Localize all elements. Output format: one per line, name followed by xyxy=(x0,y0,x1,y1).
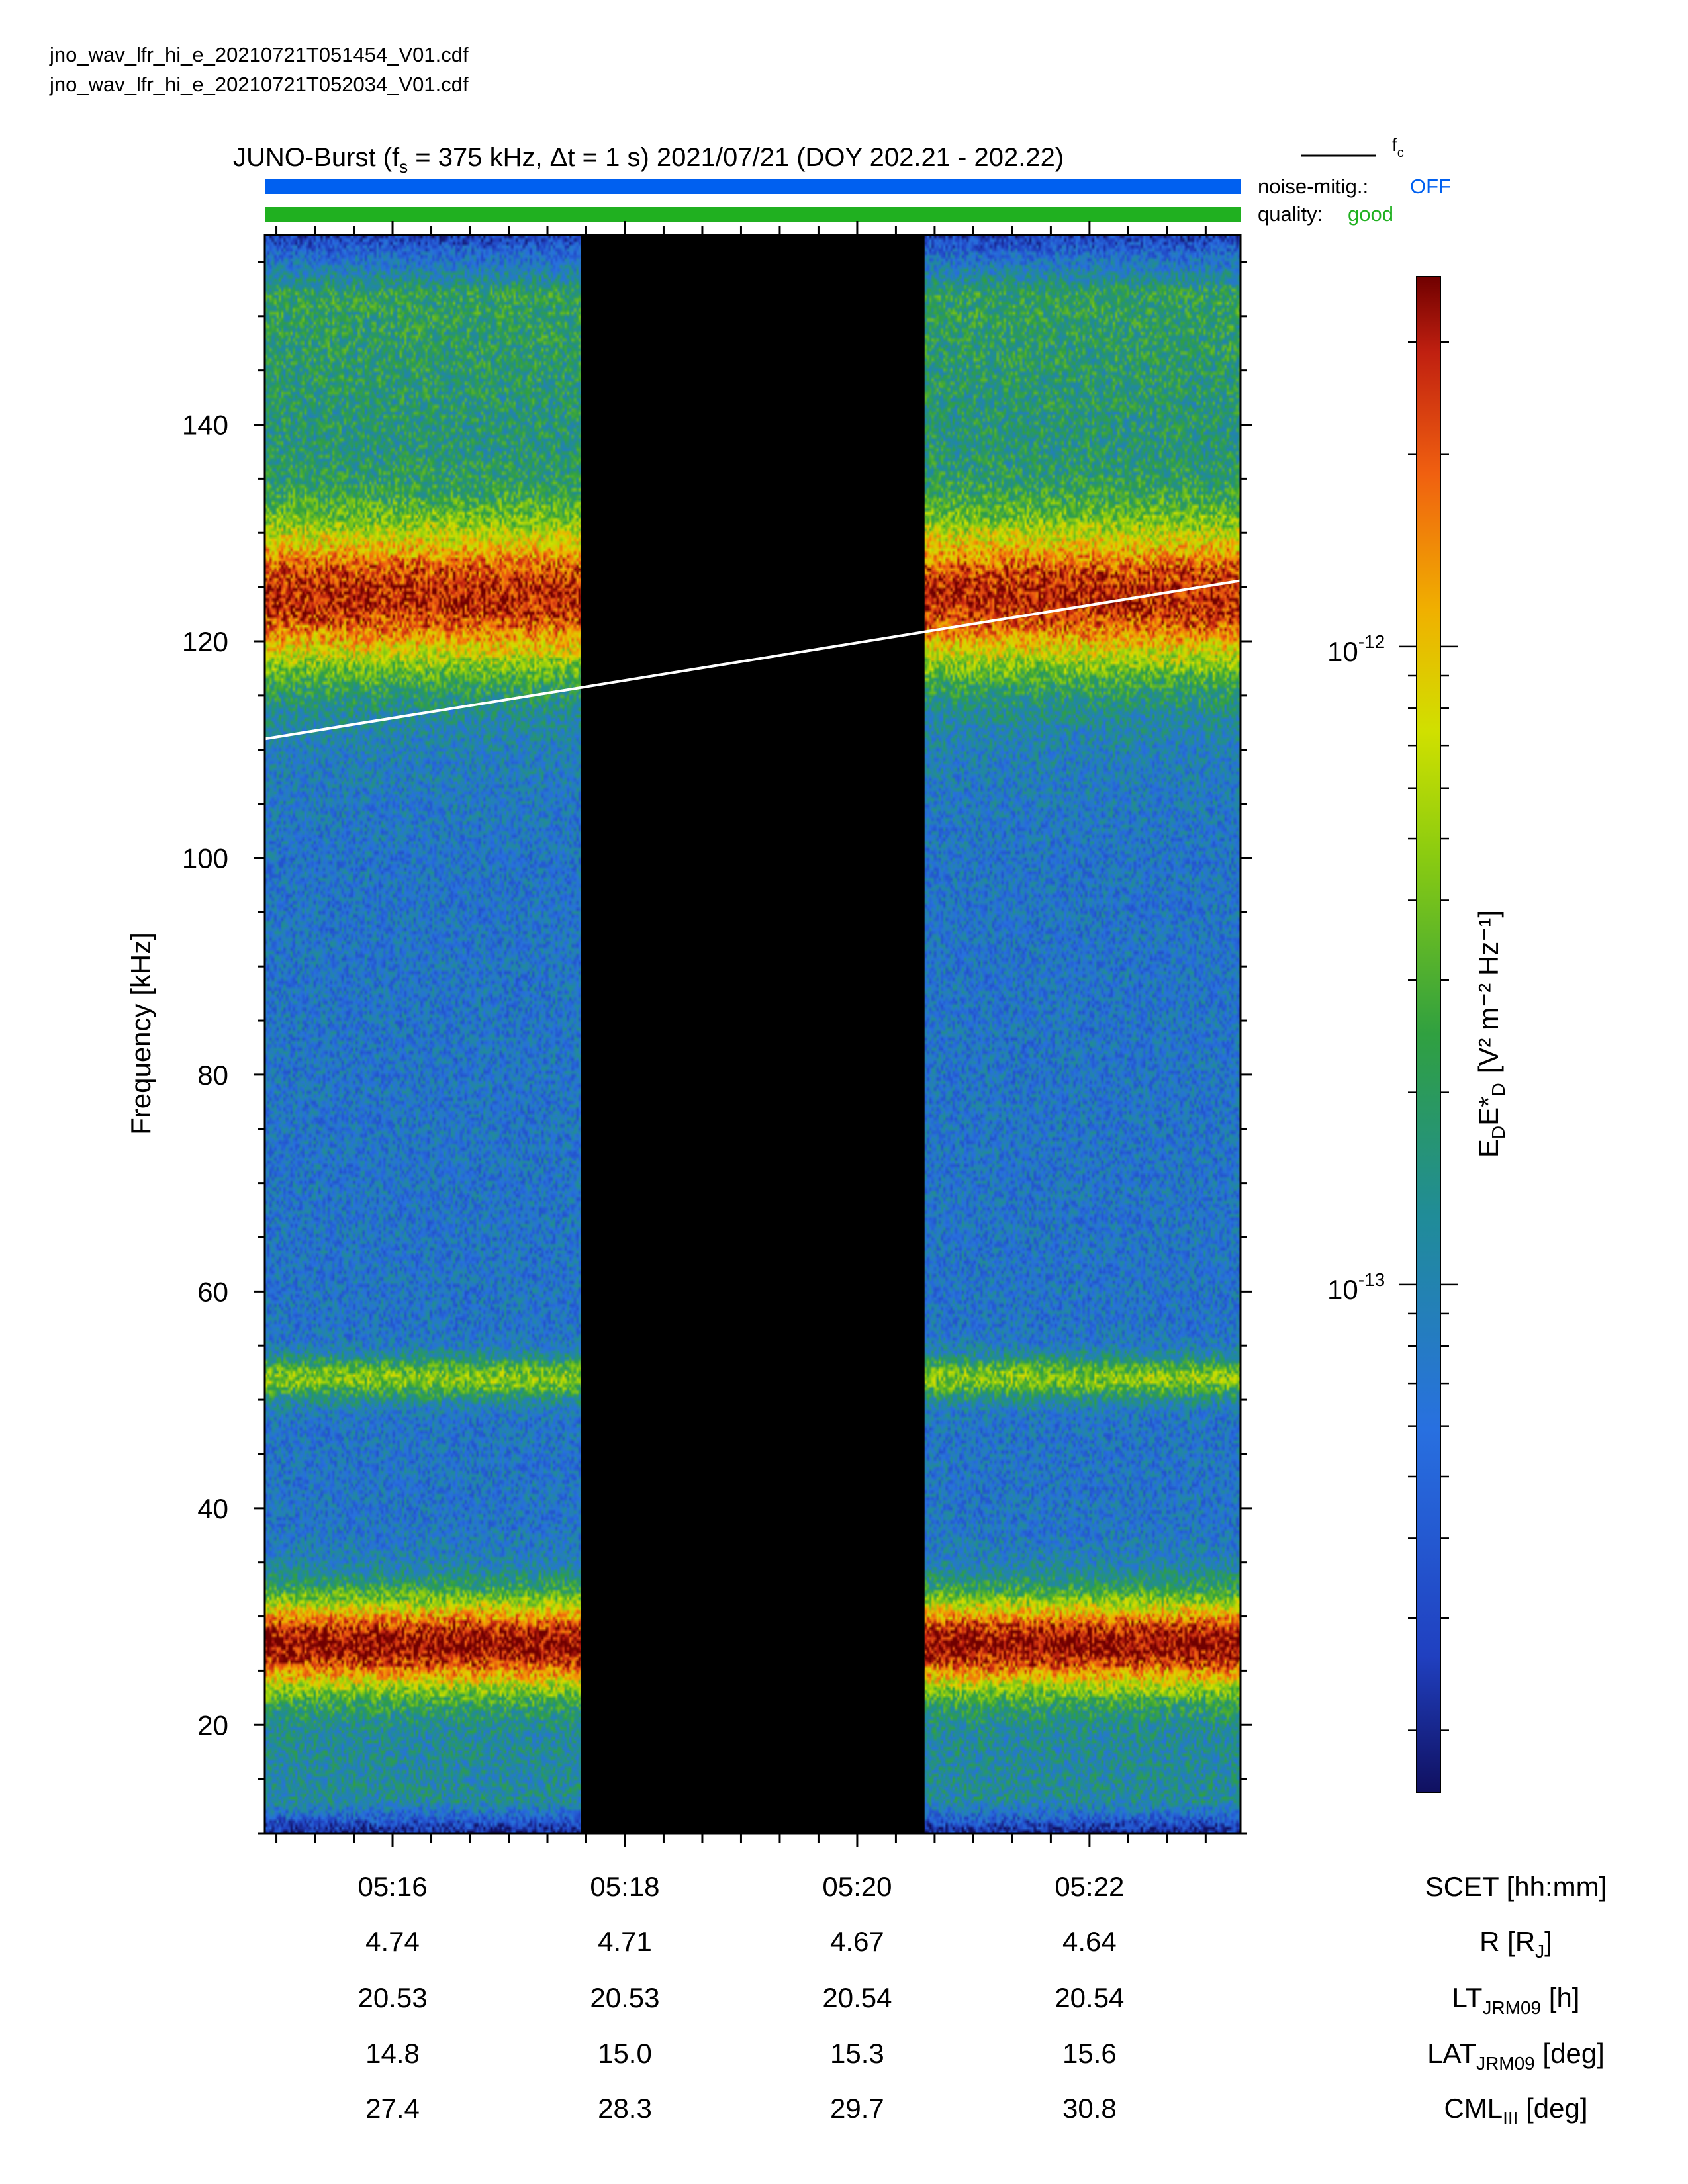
ephemeris-table: 05:16 05:18 05:20 05:22 SCET [hh:mm] 4.74 4.71… xyxy=(357,1871,1607,2128)
ephemeris-value: 15.3 xyxy=(830,2038,884,2069)
quality-label: quality: xyxy=(1258,203,1323,226)
ephemeris-label: CMLIII [deg] xyxy=(1444,2093,1587,2128)
ephemeris-label: LTJRM09 [h] xyxy=(1452,1982,1580,2018)
ephemeris-value: 05:22 xyxy=(1055,1871,1124,1902)
plot-frame xyxy=(263,234,1242,1835)
ephemeris-value: 05:16 xyxy=(357,1871,427,1902)
colorbar-tick-label: 10-12 xyxy=(1327,631,1385,667)
quality-value: good xyxy=(1348,203,1393,226)
ephemeris-value: 05:18 xyxy=(590,1871,659,1902)
ephemeris-value: 20.53 xyxy=(590,1982,659,2013)
y-tick-label: 40 xyxy=(197,1493,228,1524)
ephemeris-value: 30.8 xyxy=(1062,2093,1117,2124)
ephemeris-value: 20.54 xyxy=(1055,1982,1124,2013)
y-axis: 20 40 60 80 100 120 140 xyxy=(182,261,1252,1835)
chart-title: JUNO-Burst (fs = 375 kHz, Δt = 1 s) 2021… xyxy=(233,143,1064,177)
ephemeris-label: SCET [hh:mm] xyxy=(1425,1871,1607,1902)
ephemeris-value: 15.0 xyxy=(598,2038,652,2069)
ephemeris-label: R [RJ] xyxy=(1479,1926,1552,1962)
ephemeris-value: 4.64 xyxy=(1062,1926,1117,1957)
y-axis-label: Frequency [kHz] xyxy=(125,933,156,1135)
colorbar-label: EDE*D[V² m⁻² Hz⁻¹] xyxy=(1473,910,1509,1158)
ephemeris-value: 14.8 xyxy=(365,2038,420,2069)
ephemeris-value: 20.53 xyxy=(357,1982,427,2013)
ephemeris-value: 4.67 xyxy=(830,1926,884,1957)
quality-bar xyxy=(265,207,1241,222)
fc-legend-label: fc xyxy=(1392,134,1404,160)
y-tick-label: 100 xyxy=(182,842,228,874)
ephemeris-value: 05:20 xyxy=(822,1871,892,1902)
ephemeris-value: 28.3 xyxy=(598,2093,652,2124)
x-axis xyxy=(275,221,1207,1847)
fc-line xyxy=(265,579,1241,741)
data-gap xyxy=(581,235,925,1833)
ephemeris-value: 4.74 xyxy=(365,1926,420,1957)
y-tick-label: 140 xyxy=(182,410,228,441)
plot-area xyxy=(265,235,1241,1833)
ephemeris-value: 29.7 xyxy=(830,2093,884,2124)
y-tick-label: 80 xyxy=(197,1060,228,1091)
noise-mitigation-bar xyxy=(265,179,1241,194)
ephemeris-label: LATJRM09 [deg] xyxy=(1427,2038,1605,2073)
colorbar-tick-label: 10-13 xyxy=(1327,1269,1385,1305)
y-tick-label: 60 xyxy=(197,1276,228,1307)
ephemeris-value: 4.71 xyxy=(598,1926,652,1957)
ephemeris-value: 15.6 xyxy=(1062,2038,1117,2069)
colorbar xyxy=(1416,276,1441,1793)
file-name-2: jno_wav_lfr_hi_e_20210721T052034_V01.cdf xyxy=(49,73,469,96)
y-tick-label: 20 xyxy=(197,1709,228,1741)
noise-mitigation-label: noise-mitig.: xyxy=(1258,175,1368,198)
colorbar-ticks: 10-12 10-13 xyxy=(1327,341,1458,1731)
file-name-1: jno_wav_lfr_hi_e_20210721T051454_V01.cdf xyxy=(49,43,469,66)
noise-mitigation-value: OFF xyxy=(1410,175,1451,198)
ephemeris-value: 27.4 xyxy=(365,2093,420,2124)
y-tick-label: 120 xyxy=(182,626,228,657)
ephemeris-value: 20.54 xyxy=(822,1982,892,2013)
